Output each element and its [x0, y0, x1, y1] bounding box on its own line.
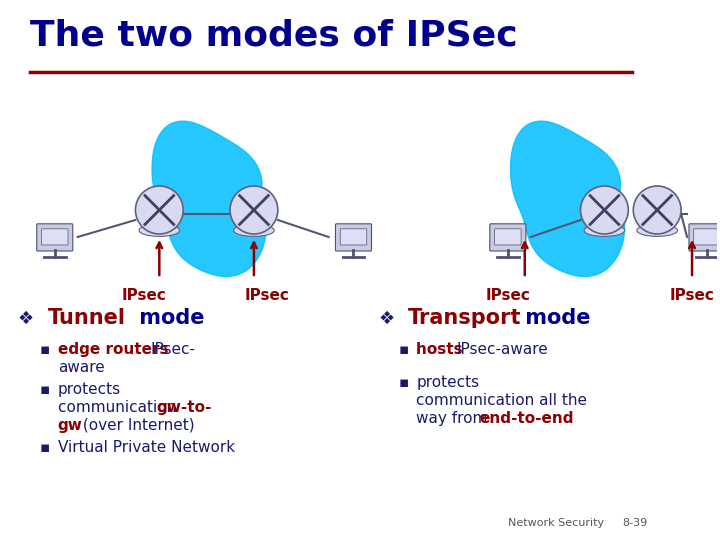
Text: ▪: ▪: [40, 440, 50, 455]
Text: 8-39: 8-39: [622, 518, 647, 528]
Polygon shape: [152, 121, 266, 276]
Text: protects: protects: [416, 375, 480, 390]
Text: communication all the: communication all the: [416, 393, 588, 408]
Ellipse shape: [584, 225, 625, 237]
Ellipse shape: [233, 225, 274, 237]
Text: way from: way from: [416, 411, 492, 426]
FancyBboxPatch shape: [336, 224, 372, 251]
Text: gw: gw: [58, 418, 83, 433]
Text: ▪: ▪: [398, 342, 409, 357]
Text: IPsec-: IPsec-: [150, 342, 195, 357]
Text: Virtual Private Network: Virtual Private Network: [58, 440, 235, 455]
Text: communication: communication: [58, 400, 181, 415]
Text: mode: mode: [132, 308, 205, 328]
FancyBboxPatch shape: [689, 224, 720, 251]
Text: end-to-end: end-to-end: [479, 411, 573, 426]
Text: IPsec: IPsec: [670, 288, 714, 303]
FancyBboxPatch shape: [341, 229, 366, 245]
Circle shape: [135, 186, 183, 234]
Text: IPsec: IPsec: [485, 288, 530, 303]
Text: IPsec: IPsec: [244, 288, 289, 303]
Ellipse shape: [139, 225, 179, 237]
Text: mode: mode: [518, 308, 590, 328]
Text: Network Security: Network Security: [508, 518, 604, 528]
FancyBboxPatch shape: [37, 224, 73, 251]
Text: aware: aware: [58, 360, 104, 375]
Text: protects: protects: [58, 382, 121, 397]
Text: IPsec-aware: IPsec-aware: [456, 342, 548, 357]
Text: IPsec: IPsec: [122, 288, 167, 303]
Text: ❖: ❖: [379, 310, 395, 328]
Text: hosts: hosts: [416, 342, 468, 357]
Text: Transport: Transport: [408, 308, 522, 328]
Circle shape: [634, 186, 681, 234]
Text: ▪: ▪: [398, 375, 409, 390]
FancyBboxPatch shape: [693, 229, 720, 245]
Ellipse shape: [637, 225, 678, 237]
Text: The two modes of IPSec: The two modes of IPSec: [30, 18, 518, 52]
Circle shape: [580, 186, 629, 234]
FancyBboxPatch shape: [490, 224, 526, 251]
Text: ▪: ▪: [40, 342, 50, 357]
Text: edge routers: edge routers: [58, 342, 174, 357]
Text: ❖: ❖: [18, 310, 34, 328]
Text: gw-to-: gw-to-: [156, 400, 212, 415]
Circle shape: [230, 186, 278, 234]
Text: ▪: ▪: [40, 382, 50, 397]
Polygon shape: [510, 121, 625, 276]
FancyBboxPatch shape: [495, 229, 521, 245]
Text: Tunnel: Tunnel: [48, 308, 126, 328]
FancyBboxPatch shape: [42, 229, 68, 245]
Text: (over Internet): (over Internet): [78, 418, 194, 433]
